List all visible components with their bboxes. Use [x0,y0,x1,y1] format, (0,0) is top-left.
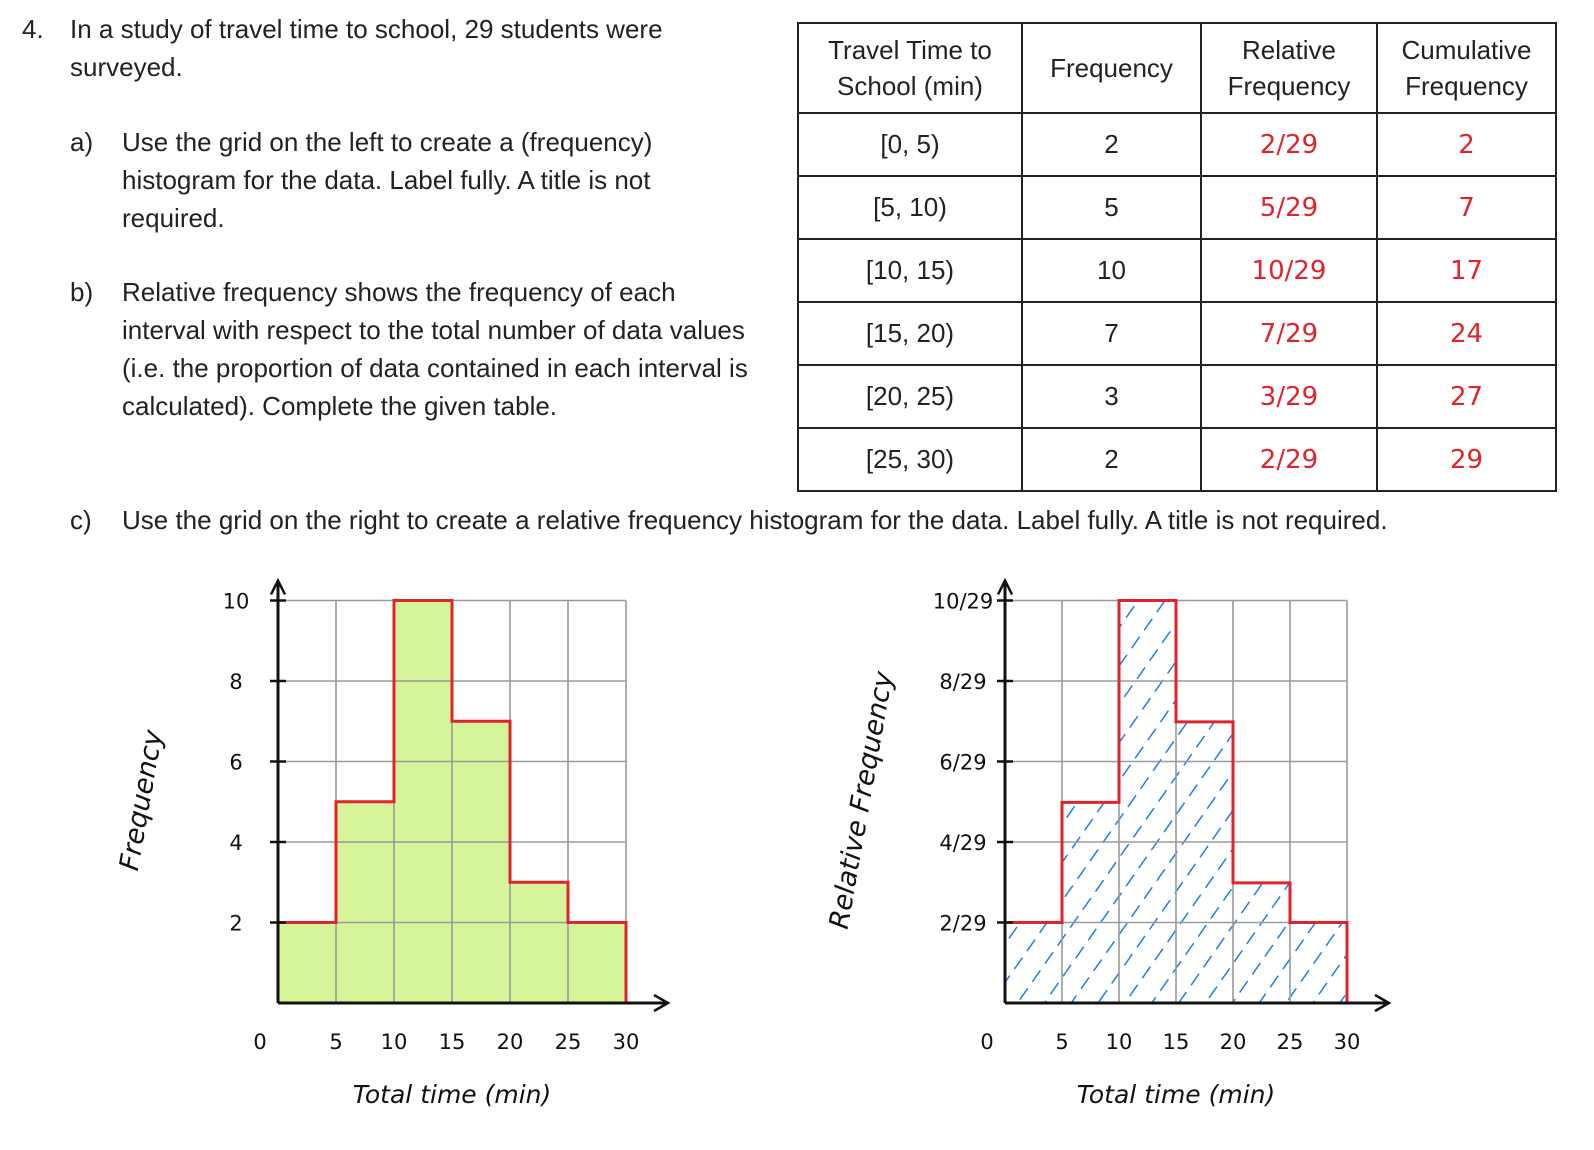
cell-frequency: 10 [1021,238,1202,303]
histogram-bar [1290,922,1347,1003]
histogram-bar [278,922,336,1003]
x-tick-label: 20 [497,1030,524,1054]
header-relative-frequency: Relative Frequency [1200,22,1378,114]
y-tick-label: 6 [229,751,242,775]
relative-frequency-histogram: 2/29 4/29 6/29 8/29 10/29 0 5 10 15 20 25 30 Total t… [824,577,1392,1109]
histogram-outline [1003,599,1349,1003]
cell-interval: [25, 30) [797,427,1023,492]
header-interval: Travel Time to School (min) [797,22,1023,114]
cell-relative: 7/29 [1200,301,1378,366]
cell-cumulative: 27 [1376,364,1557,429]
x-tick-label: 30 [613,1030,640,1054]
y-axis-label: Relative Frequency [824,668,900,931]
y-tick-label: 8/29 [939,670,986,694]
cell-relative: 5/29 [1200,175,1378,240]
frequency-table: Travel Time to School (min) Frequency Re… [797,22,1557,492]
part-b-text: Relative frequency shows the frequency o… [122,277,748,421]
histogram-bar [1233,882,1290,1003]
table-header-row: Travel Time to School (min) Frequency Re… [797,22,1557,114]
cell-interval: [15, 20) [797,301,1023,366]
header-frequency: Frequency [1021,22,1202,114]
cell-cumulative: 29 [1376,427,1557,492]
x-axis-arrow-icon [1374,993,1392,1013]
histogram-bar [568,922,626,1003]
x-tick-label: 25 [1277,1030,1304,1054]
table-row: [0, 5) 2 2/29 2 [797,112,1557,177]
y-tick-label: 4/29 [939,831,986,855]
question-number: 4. [22,14,44,44]
histogram-bar [394,600,452,1003]
x-tick-label: 30 [1334,1030,1361,1054]
y-tick-label: 2/29 [939,912,986,936]
question-intro: In a study of travel time to school, 29 … [70,14,663,82]
x-tick-label: 5 [1055,1030,1068,1054]
x-tick-label: 25 [555,1030,582,1054]
histogram-bar [1005,922,1062,1003]
cell-interval: [10, 15) [797,238,1023,303]
x-axis-label: Total time (min) [353,1080,552,1109]
cell-frequency: 2 [1021,112,1202,177]
y-tick-label: 10 [223,590,250,614]
cell-relative: 2/29 [1200,427,1378,492]
cell-cumulative: 2 [1376,112,1557,177]
part-a-text: Use the grid on the left to create a (fr… [122,127,653,233]
cell-relative: 3/29 [1200,364,1378,429]
part-b-letter: b) [70,277,94,307]
x-tick-label: 10 [1106,1030,1133,1054]
histogram-bar [1062,802,1119,1003]
histogram-outline [276,599,628,1003]
x-tick-label: 10 [381,1030,408,1054]
histogram-bar [452,721,510,1003]
y-tick-label: 8 [229,670,242,694]
x-tick-label: 15 [439,1030,466,1054]
table-row: [20, 25) 3 3/29 27 [797,364,1557,429]
part-c-text: Use the grid on the right to create a re… [122,505,1388,535]
y-tick-label: 4 [229,831,242,855]
histogram-bar [510,882,568,1003]
cell-frequency: 7 [1021,301,1202,366]
y-tick-label: 2 [229,912,242,936]
table-row: [10, 15) 10 10/29 17 [797,238,1557,303]
cell-interval: [0, 5) [797,112,1023,177]
x-tick-label: 5 [329,1030,342,1054]
y-axis-arrow-icon [269,577,287,596]
x-tick-label: 15 [1163,1030,1190,1054]
cell-cumulative: 17 [1376,238,1557,303]
table-row: [15, 20) 7 7/29 24 [797,301,1557,366]
cell-relative: 2/29 [1200,112,1378,177]
x-axis-label: Total time (min) [1077,1080,1276,1109]
x-tick-label: 20 [1220,1030,1247,1054]
y-tick-label: 10/29 [933,590,994,614]
header-cumulative-frequency: Cumulative Frequency [1376,22,1557,114]
table-row: [5, 10) 5 5/29 7 [797,175,1557,240]
cell-frequency: 3 [1021,364,1202,429]
table-row: [25, 30) 2 2/29 29 [797,427,1557,492]
cell-cumulative: 24 [1376,301,1557,366]
frequency-histogram: 2 4 6 8 10 0 5 10 15 20 25 30 Total time (min) Freque… [114,577,671,1109]
histogram-bar [1119,600,1176,1003]
cell-cumulative: 7 [1376,175,1557,240]
part-c-letter: c) [70,505,92,535]
cell-relative: 10/29 [1200,238,1378,303]
x-axis-arrow-icon [653,993,671,1013]
x-tick-label: 0 [253,1030,266,1054]
cell-interval: [5, 10) [797,175,1023,240]
y-axis-arrow-icon [996,577,1014,596]
part-a-letter: a) [70,127,94,157]
histogram-bar [1176,721,1233,1003]
cell-frequency: 5 [1021,175,1202,240]
cell-frequency: 2 [1021,427,1202,492]
y-tick-label: 6/29 [939,751,986,775]
y-axis-label: Frequency [114,727,169,873]
x-tick-label: 0 [980,1030,993,1054]
histogram-bar [336,801,394,1003]
cell-interval: [20, 25) [797,364,1023,429]
